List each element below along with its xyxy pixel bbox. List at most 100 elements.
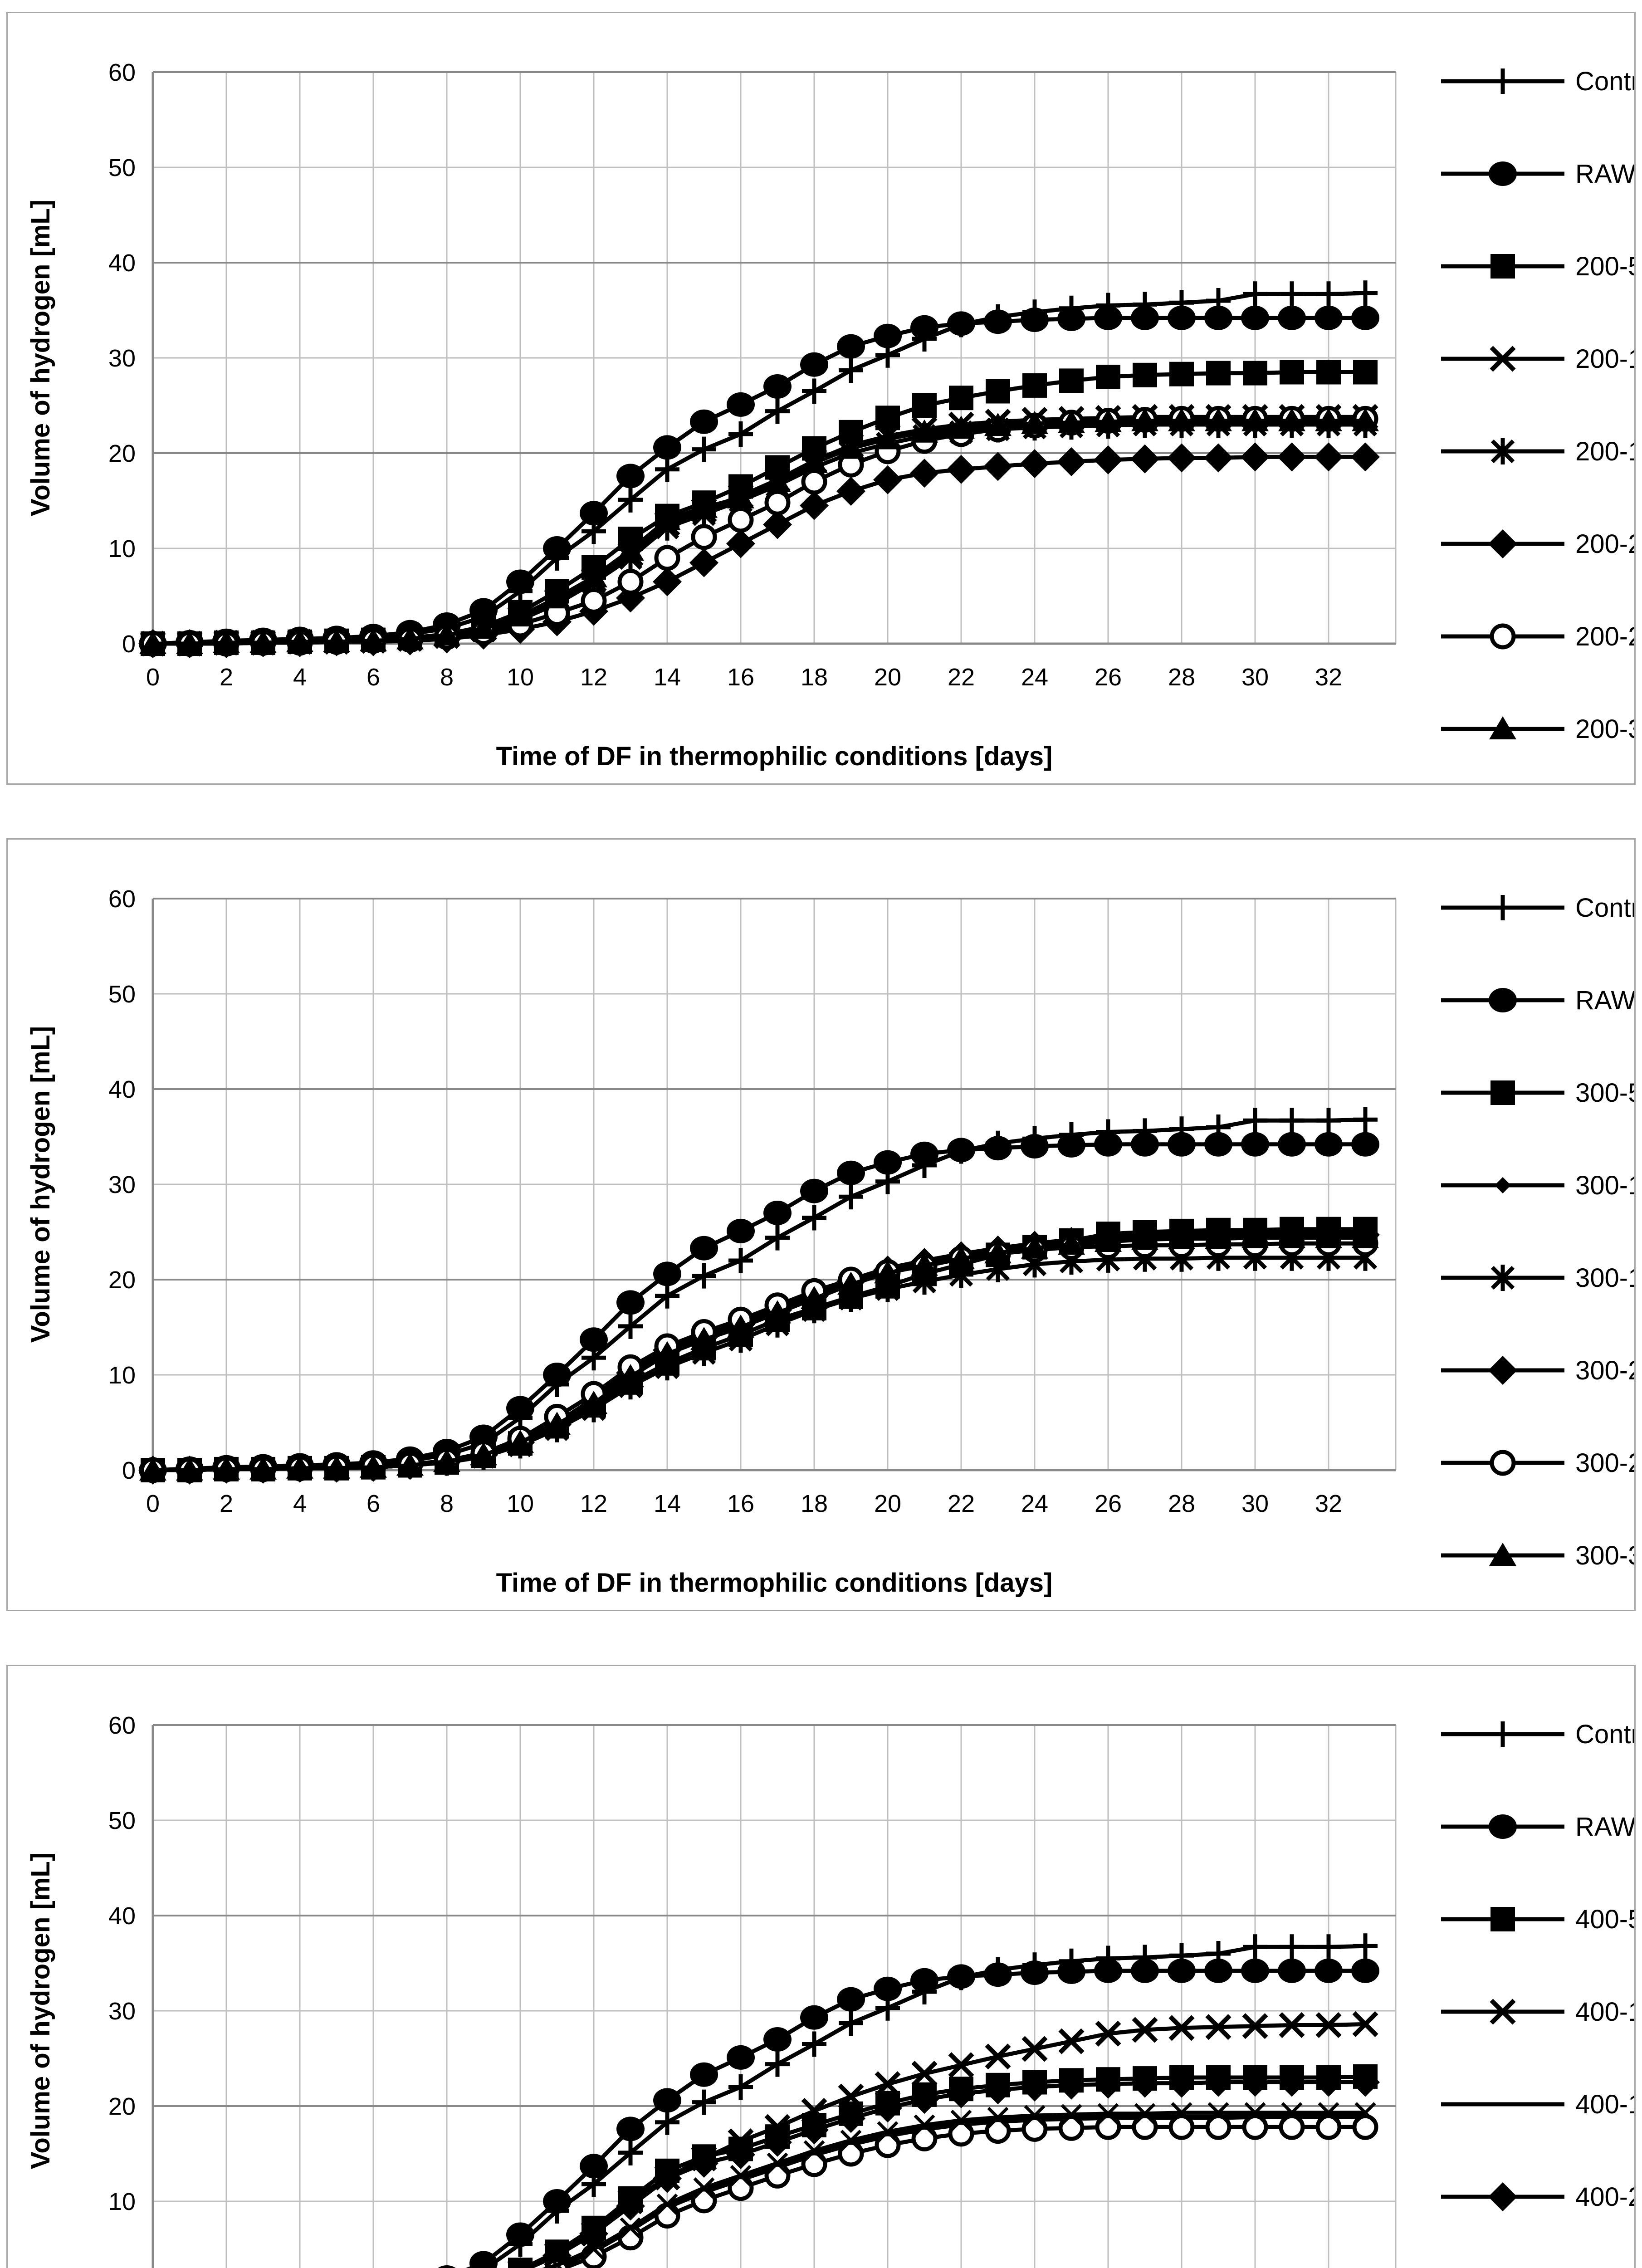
y-tick-label: 20 (108, 440, 136, 467)
legend-item-Control: Control (1441, 893, 1634, 923)
x-tick-label: 26 (1095, 1490, 1122, 1517)
legend-label: Control (1575, 67, 1634, 96)
series-Control (141, 280, 1378, 656)
x-tick-label: 16 (727, 664, 754, 691)
legend-item-Control: Control (1441, 1720, 1634, 1749)
legend-item-300-5: 300-5 (1441, 1078, 1634, 1108)
y-tick-label: 0 (122, 1457, 136, 1484)
series-200-10 (140, 404, 1378, 657)
legend-item-300-15: 300-15 (1441, 1263, 1634, 1293)
gridlines (153, 898, 1397, 1470)
legend-label: 300-30 (1575, 1541, 1634, 1570)
legend: ControlRAW400-5400-10400-15400-20400-254… (1441, 1720, 1634, 2212)
legend-item-200-25: 200-25 (1441, 622, 1634, 651)
legend-label: 300-15 (1575, 1263, 1634, 1293)
legend-label: 200-10 (1575, 344, 1634, 374)
legend-item-300-10: 300-10 (1441, 1171, 1634, 1200)
y-tick-label: 40 (108, 1902, 136, 1930)
y-tick-label: 20 (108, 2093, 136, 2120)
legend-label: Control (1575, 893, 1634, 923)
chart-panel-400-series: 0246810121416182022242628303201020304050… (6, 1665, 1636, 2268)
series-200-25 (140, 406, 1378, 657)
y-tick-label: 30 (108, 1998, 136, 2025)
x-tick-label: 14 (654, 1490, 681, 1517)
chart-svg-200-series: 0 2 4 6 8 10 12 14 16 18 20 22 24 26 28 30 3201020304050… (26, 59, 1634, 771)
x-tick-label: 6 (367, 664, 380, 691)
y-tick-label: 10 (108, 2188, 136, 2215)
legend-item-200-30: 200-30 (1441, 714, 1634, 744)
y-axis-title: Volume of hydrogen [mL] (26, 200, 55, 516)
x-tick-label: 16 (727, 1490, 754, 1517)
legend-item-200-5: 200-5 (1441, 252, 1634, 281)
legend-item-300-25: 300-25 (1441, 1448, 1634, 1478)
tick-labels: 0246810121416182022242628303201020304050… (108, 1712, 136, 2215)
chart-panel-300-series: 0 2 4 6 8 10 12 14 16 18 20 22 24 26 28 30 32 0 10 20 30 40 50… (6, 838, 1636, 1611)
chart-svg-300-series: 0 2 4 6 8 10 12 14 16 18 20 22 24 26 28 30 3201020304050… (26, 885, 1634, 1598)
x-tick-label: 4 (293, 1490, 307, 1517)
legend-label: 400-15 (1575, 2090, 1634, 2119)
x-tick-label: 10 (507, 1490, 534, 1517)
x-tick-label: 20 (874, 664, 901, 691)
x-tick-label: 12 (580, 664, 607, 691)
legend-label: 300-10 (1575, 1171, 1634, 1200)
x-tick-label: 0 (146, 664, 160, 691)
x-tick-label: 8 (440, 664, 454, 691)
x-tick-label: 18 (801, 1490, 828, 1517)
y-axis-title: Volume of hydrogen [mL] (26, 1026, 55, 1343)
series-400-10 (507, 2011, 1378, 2268)
legend-label: RAW (1575, 986, 1634, 1015)
y-tick-label: 30 (108, 345, 136, 372)
y-tick-label: 50 (108, 981, 136, 1008)
x-tick-label: 8 (440, 1490, 454, 1517)
legend-label: 200-25 (1575, 622, 1634, 651)
axes (151, 72, 1396, 646)
gridlines (153, 1724, 1397, 2268)
legend-label: 400-20 (1575, 2182, 1634, 2212)
legend-label: Control (1575, 1720, 1634, 1749)
x-tick-label: 10 (507, 664, 534, 691)
series-RAW (438, 1958, 1379, 2268)
x-tick-label: 2 (220, 664, 233, 691)
y-axis-title: Volume of hydrogen [mL] (26, 1853, 55, 2169)
series-200-30 (139, 408, 1379, 654)
x-tick-label: 24 (1021, 1490, 1048, 1517)
series-400-15 (545, 2114, 1368, 2268)
x-tick-label: 26 (1095, 664, 1122, 691)
legend-item-200-10: 200-10 (1441, 344, 1634, 374)
y-tick-label: 30 (108, 1171, 136, 1198)
legend-item-Control: Control (1441, 67, 1634, 96)
y-tick-label: 60 (108, 59, 136, 86)
legend-label: 300-25 (1575, 1448, 1634, 1478)
x-tick-label: 28 (1168, 1490, 1195, 1517)
y-tick-label: 40 (108, 1076, 136, 1103)
series-Control (141, 1107, 1378, 1483)
y-tick-label: 60 (108, 885, 136, 913)
series-300-10 (145, 1225, 1373, 1478)
gridlines (153, 71, 1397, 644)
x-tick-label: 30 (1241, 664, 1269, 691)
legend-label: 200-5 (1575, 252, 1634, 281)
series-200-5 (141, 360, 1378, 656)
y-tick-label: 10 (108, 1362, 136, 1389)
legend-label: 300-20 (1575, 1356, 1634, 1385)
legend-label: 400-5 (1575, 1905, 1634, 1934)
x-tick-label: 32 (1315, 1490, 1342, 1517)
x-tick-label: 18 (801, 664, 828, 691)
x-axis-title: Time of DF in thermophilic conditions [d… (496, 742, 1053, 771)
legend-label: 200-30 (1575, 714, 1634, 744)
series-300-30 (139, 1225, 1379, 1481)
x-tick-label: 28 (1168, 664, 1195, 691)
x-axis-title: Time of DF in thermophilic conditions [d… (496, 1568, 1053, 1598)
legend-label: 200-15 (1575, 437, 1634, 466)
chart-svg-400-series: 0246810121416182022242628303201020304050… (26, 1712, 1634, 2268)
x-tick-label: 6 (367, 1490, 380, 1517)
series-Control (471, 1933, 1378, 2268)
legend-label: RAW (1575, 1812, 1634, 1842)
x-tick-label: 12 (580, 1490, 607, 1517)
y-tick-label: 50 (108, 1807, 136, 1834)
legend-item-400-15: 400-15 (1441, 2090, 1634, 2119)
x-tick-label: 22 (948, 664, 975, 691)
y-tick-label: 10 (108, 535, 136, 562)
